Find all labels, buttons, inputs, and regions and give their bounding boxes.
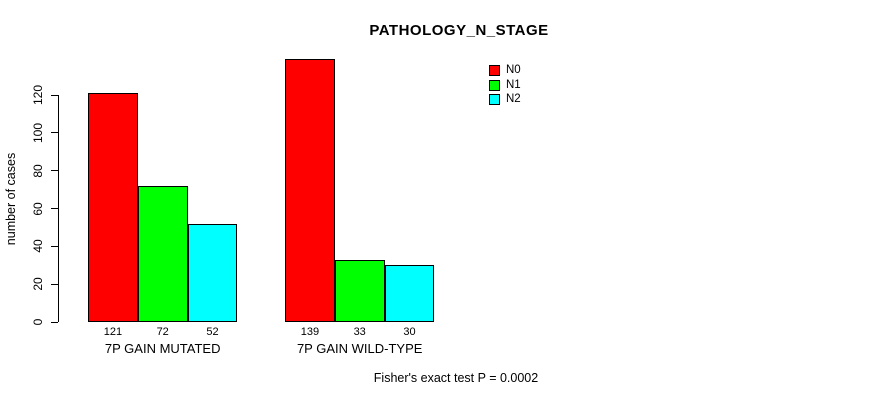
group-label-7p-gain-mutated: 7P GAIN MUTATED [104,341,221,356]
y-tick-label-120: 120 [31,84,45,106]
y-tick-label-20: 20 [31,277,45,291]
bar-value-n0-7p-gain-wild-type: 139 [300,326,320,338]
y-tick-mark-20 [51,283,58,285]
legend-swatch-n2 [489,94,500,106]
legend-swatch-n1 [489,79,500,91]
legend-row-n1: N1 [489,78,521,92]
legend: N0 N1 N2 [489,64,521,109]
y-tick-mark-60 [51,208,58,209]
group-label-7p-gain-wild-type: 7P GAIN WILD-TYPE [296,341,423,356]
bar-n2-7p-gain-wild-type [384,265,435,322]
bar-value-n2-7p-gain-wild-type: 30 [403,326,416,338]
y-tick-label-100: 100 [31,122,45,143]
y-tick-mark-80 [51,170,58,172]
bar-value-n0-7p-gain-mutated: 121 [103,326,123,338]
bar-value-n1-7p-gain-mutated: 72 [156,326,169,338]
bar-value-n1-7p-gain-wild-type: 33 [353,326,366,338]
legend-swatch-n0 [489,65,500,77]
bar-n0-7p-gain-wild-type [285,59,335,322]
chart-title: PATHOLOGY_N_STAGE [369,22,549,39]
y-tick-mark-120 [51,94,58,96]
bar-n2-7p-gain-mutated [187,223,238,322]
legend-label-n2: N2 [506,93,521,105]
bar-n0-7p-gain-mutated [88,93,138,322]
stat-annotation: Fisher's exact test P = 0.0002 [373,371,539,385]
legend-label-n0: N0 [506,64,521,76]
bar-value-n2-7p-gain-mutated: 52 [206,326,219,338]
legend-row-n2: N2 [489,93,521,106]
y-tick-mark-0 [51,321,58,323]
bar-n1-7p-gain-wild-type [334,259,385,322]
y-tick-mark-100 [51,132,58,134]
y-axis-line [58,95,59,322]
y-tick-mark-40 [51,245,58,247]
y-tick-label-0: 0 [31,318,45,326]
y-tick-label-40: 40 [31,239,45,254]
y-tick-label-60: 60 [31,201,45,216]
y-axis-title: number of cases [4,152,18,246]
legend-row-n0: N0 [489,64,521,77]
legend-label-n1: N1 [506,78,521,91]
y-tick-label-80: 80 [31,163,45,178]
bar-n1-7p-gain-mutated [137,185,188,322]
